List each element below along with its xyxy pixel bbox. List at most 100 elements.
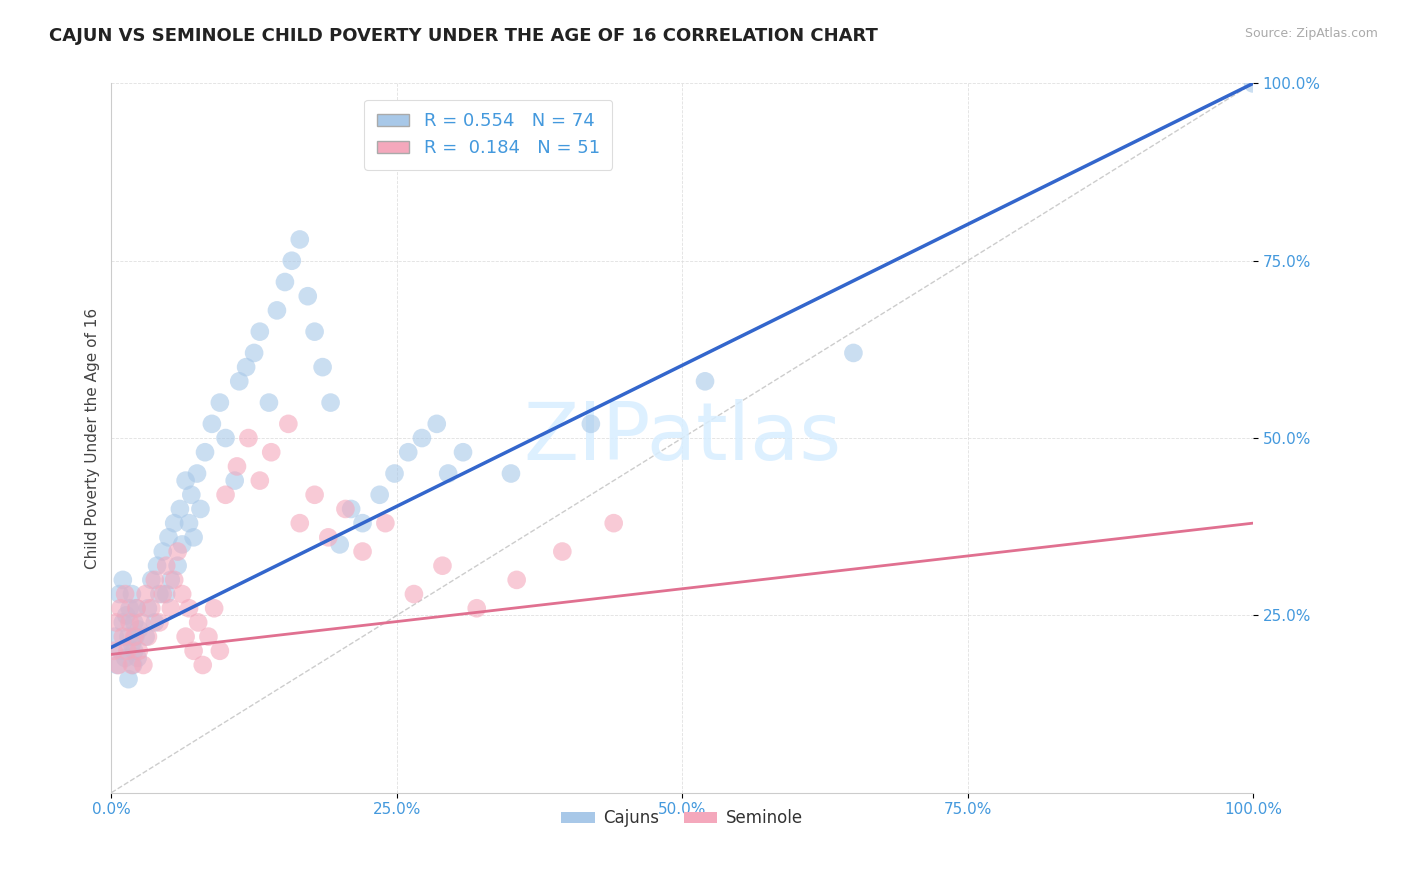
Point <box>122 630 145 644</box>
Point <box>437 467 460 481</box>
Point <box>183 644 205 658</box>
Point <box>125 601 148 615</box>
Point <box>551 544 574 558</box>
Point <box>111 630 134 644</box>
Point <box>121 637 143 651</box>
Point <box>166 544 188 558</box>
Point <box>226 459 249 474</box>
Point <box>163 516 186 530</box>
Point <box>288 232 311 246</box>
Point <box>186 467 208 481</box>
Point <box>214 488 236 502</box>
Point <box>304 325 326 339</box>
Text: ZIPatlas: ZIPatlas <box>523 399 841 477</box>
Point <box>426 417 449 431</box>
Point <box>117 644 139 658</box>
Point <box>104 630 127 644</box>
Point <box>108 587 131 601</box>
Point <box>152 587 174 601</box>
Point <box>117 672 139 686</box>
Point <box>121 587 143 601</box>
Point <box>146 558 169 573</box>
Point <box>249 325 271 339</box>
Text: CAJUN VS SEMINOLE CHILD POVERTY UNDER THE AGE OF 16 CORRELATION CHART: CAJUN VS SEMINOLE CHILD POVERTY UNDER TH… <box>49 27 879 45</box>
Point <box>174 474 197 488</box>
Point <box>124 630 146 644</box>
Point <box>110 644 132 658</box>
Point <box>136 630 159 644</box>
Point <box>159 601 181 615</box>
Point <box>118 601 141 615</box>
Point <box>208 644 231 658</box>
Point <box>201 417 224 431</box>
Point <box>174 630 197 644</box>
Point <box>104 615 127 630</box>
Point <box>352 516 374 530</box>
Point <box>148 587 170 601</box>
Point <box>257 395 280 409</box>
Point <box>155 558 177 573</box>
Point <box>411 431 433 445</box>
Point <box>152 544 174 558</box>
Point <box>180 488 202 502</box>
Point <box>238 431 260 445</box>
Point <box>304 488 326 502</box>
Point <box>114 587 136 601</box>
Point <box>352 544 374 558</box>
Y-axis label: Child Poverty Under the Age of 16: Child Poverty Under the Age of 16 <box>86 308 100 568</box>
Point <box>384 467 406 481</box>
Point <box>117 630 139 644</box>
Point <box>115 608 138 623</box>
Point <box>277 417 299 431</box>
Point <box>127 651 149 665</box>
Point <box>579 417 602 431</box>
Point <box>1241 77 1264 91</box>
Point <box>842 346 865 360</box>
Point <box>319 395 342 409</box>
Point <box>163 573 186 587</box>
Point <box>122 615 145 630</box>
Point <box>499 467 522 481</box>
Point <box>243 346 266 360</box>
Point <box>197 630 219 644</box>
Point <box>148 615 170 630</box>
Point <box>128 623 150 637</box>
Point <box>274 275 297 289</box>
Point <box>155 587 177 601</box>
Point <box>249 474 271 488</box>
Text: Source: ZipAtlas.com: Source: ZipAtlas.com <box>1244 27 1378 40</box>
Point <box>318 530 340 544</box>
Point <box>110 601 132 615</box>
Point <box>190 502 212 516</box>
Point <box>396 445 419 459</box>
Point <box>451 445 474 459</box>
Point <box>288 516 311 530</box>
Point <box>297 289 319 303</box>
Point <box>340 502 363 516</box>
Point <box>228 374 250 388</box>
Point <box>121 658 143 673</box>
Point <box>172 537 194 551</box>
Point <box>122 644 145 658</box>
Point <box>141 573 163 587</box>
Point <box>335 502 357 516</box>
Point <box>281 253 304 268</box>
Point <box>177 516 200 530</box>
Point <box>402 587 425 601</box>
Point <box>103 644 125 658</box>
Point <box>177 601 200 615</box>
Point <box>260 445 283 459</box>
Point <box>128 644 150 658</box>
Point <box>141 601 163 615</box>
Point <box>465 601 488 615</box>
Point <box>107 658 129 673</box>
Point <box>208 395 231 409</box>
Point <box>183 530 205 544</box>
Point <box>505 573 527 587</box>
Point <box>132 658 155 673</box>
Point <box>143 573 166 587</box>
Point <box>311 360 333 375</box>
Point <box>172 587 194 601</box>
Point <box>118 615 141 630</box>
Point <box>136 601 159 615</box>
